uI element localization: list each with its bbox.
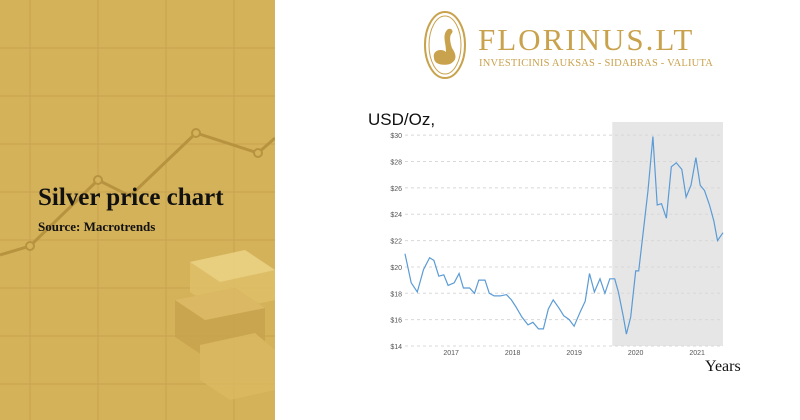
panel-subtitle: Source: Macrotrends xyxy=(38,219,156,234)
x-axis-label: Years xyxy=(705,358,741,375)
background-decoration xyxy=(0,0,275,420)
brand-tagline: INVESTICINIS AUKSAS - SIDABRAS - VALIUTA xyxy=(479,58,713,69)
panel-title: Silver price chart xyxy=(38,184,224,211)
y-tick-label: $22 xyxy=(390,239,402,246)
y-axis-label: USD/Oz, xyxy=(368,110,436,129)
x-tick-label: 2020 xyxy=(628,350,644,357)
highlight-region xyxy=(612,122,723,346)
swan-egg-icon xyxy=(424,11,466,79)
x-tick-label: 2018 xyxy=(505,350,521,357)
y-tick-label: $20 xyxy=(390,265,402,272)
y-tick-label: $28 xyxy=(390,160,402,167)
y-tick-label: $26 xyxy=(390,186,402,193)
promo-panel: Silver price chart Source: Macrotrends xyxy=(0,0,275,420)
gold-bars-icon xyxy=(175,250,275,400)
y-tick-label: $18 xyxy=(390,291,402,298)
price-line xyxy=(404,136,724,335)
silver-price-chart: $14 $16 $18 $20 $22 $24 $26 $28 $30 2017 2018 2019 2… xyxy=(390,122,724,357)
x-tick-label: 2021 xyxy=(689,350,705,357)
y-tick-label: $16 xyxy=(390,318,402,325)
x-tick-label: 2017 xyxy=(443,350,459,357)
brand-name: FLORINUS.LT xyxy=(478,22,695,57)
y-tick-label: $24 xyxy=(390,212,402,219)
x-tick-label: 2019 xyxy=(566,350,582,357)
y-tick-label: $30 xyxy=(390,133,402,140)
y-tick-label: $14 xyxy=(390,344,402,351)
